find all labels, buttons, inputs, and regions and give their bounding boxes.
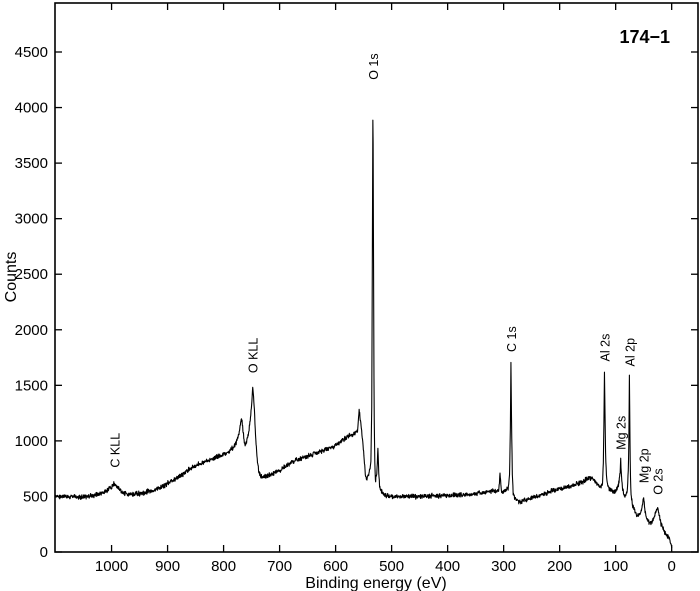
y-tick-label: 0 — [40, 544, 48, 561]
peak-label: C KLL — [108, 433, 122, 468]
y-tick-label: 500 — [23, 488, 48, 505]
x-tick-label: 700 — [267, 558, 292, 575]
spectrum-series — [54, 119, 673, 549]
x-tick-label: 900 — [155, 558, 180, 575]
x-tick-label: 600 — [323, 558, 348, 575]
peak-label: Al 2p — [623, 338, 637, 367]
peak-annotations: C KLL O KLL O 1s C 1s Al 2s Mg 2s Al 2p Mg 2p O … — [108, 53, 665, 494]
y-tick-label: 4000 — [15, 100, 48, 117]
x-tick-label: 0 — [668, 558, 676, 575]
y-tick-label: 1500 — [15, 377, 48, 394]
axis-tick-labels: 1000 900 800 700 600 500 400 300 200 100 005001000… — [15, 44, 676, 575]
x-tick-label: 500 — [379, 558, 404, 575]
spectrum-line — [54, 119, 673, 549]
peak-label: Mg 2p — [638, 448, 652, 483]
x-tick-label: 300 — [491, 558, 516, 575]
y-tick-label: 2500 — [15, 266, 48, 283]
plot-frame — [54, 2, 699, 553]
y-tick-label: 4500 — [15, 44, 48, 61]
y-tick-label: 3500 — [15, 155, 48, 172]
y-tick-label: 2000 — [15, 322, 48, 339]
x-tick-label: 400 — [435, 558, 460, 575]
axis-ticks — [55, 3, 698, 553]
peak-label: Mg 2s — [615, 416, 629, 450]
peak-label: C 1s — [505, 326, 519, 352]
peak-label: O 2s — [652, 468, 666, 494]
x-axis-label: Binding energy (eV) — [305, 575, 446, 591]
x-tick-label: 800 — [211, 558, 236, 575]
peak-label: O 1s — [367, 53, 381, 79]
peak-label: Al 2s — [598, 334, 612, 362]
x-tick-label: 200 — [547, 558, 572, 575]
peak-label: O KLL — [247, 338, 261, 373]
y-axis-label: Counts — [3, 252, 20, 303]
y-tick-label: 1000 — [15, 433, 48, 450]
sample-id-label: 174−1 — [619, 27, 670, 47]
x-tick-label: 100 — [603, 558, 628, 575]
y-tick-label: 3000 — [15, 211, 48, 228]
x-tick-label: 1000 — [95, 558, 128, 575]
